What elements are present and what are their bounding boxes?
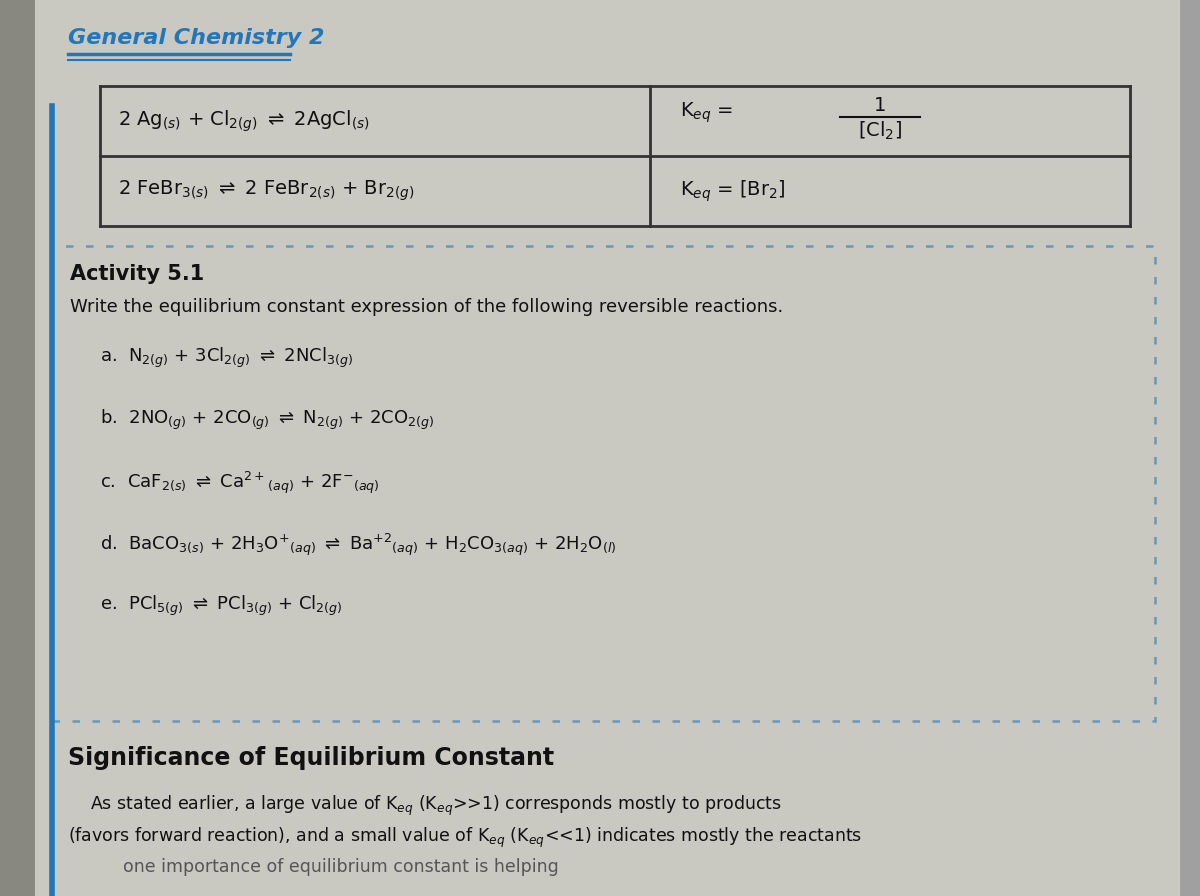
Text: a.  N$_{2(g)}$ + 3Cl$_{2(g)}$ $\rightleftharpoons$ 2NCl$_{3(g)}$: a. N$_{2(g)}$ + 3Cl$_{2(g)}$ $\rightleft…	[100, 346, 353, 370]
Text: (favors forward reaction), and a small value of K$_{eq}$ (K$_{eq}$<<1) indicates: (favors forward reaction), and a small v…	[68, 826, 862, 850]
Text: e.  PCl$_{5(g)}$ $\rightleftharpoons$ PCl$_{3(g)}$ + Cl$_{2(g)}$: e. PCl$_{5(g)}$ $\rightleftharpoons$ PCl…	[100, 594, 343, 618]
Text: 2 FeBr$_{3(s)}$ $\rightleftharpoons$ 2 FeBr$_{2(s)}$ + Br$_{2(g)}$: 2 FeBr$_{3(s)}$ $\rightleftharpoons$ 2 F…	[118, 178, 414, 203]
Text: K$_{eq}$ =: K$_{eq}$ =	[680, 100, 733, 125]
Text: Write the equilibrium constant expression of the following reversible reactions.: Write the equilibrium constant expressio…	[70, 298, 784, 316]
Text: d.  BaCO$_{3(s)}$ + 2H$_3$O$^{+}$$_{(aq)}$ $\rightleftharpoons$ Ba$^{+2}$$_{(aq): d. BaCO$_{3(s)}$ + 2H$_3$O$^{+}$$_{(aq)}…	[100, 532, 617, 558]
Text: b.  2NO$_{(g)}$ + 2CO$_{(g)}$ $\rightleftharpoons$ N$_{2(g)}$ + 2CO$_{2(g)}$: b. 2NO$_{(g)}$ + 2CO$_{(g)}$ $\rightleft…	[100, 408, 434, 432]
Text: Activity 5.1: Activity 5.1	[70, 264, 204, 284]
Bar	[0, 0, 35, 896]
Text: c.  CaF$_{2(s)}$ $\rightleftharpoons$ Ca$^{2+}$$_{(aq)}$ + 2F$^{-}$$_{(aq)}$: c. CaF$_{2(s)}$ $\rightleftharpoons$ Ca$…	[100, 470, 380, 496]
Bar	[100, 86, 1130, 226]
Text: General Chemistry 2: General Chemistry 2	[68, 28, 324, 48]
Text: Significance of Equilibrium Constant: Significance of Equilibrium Constant	[68, 746, 554, 770]
Text: 1: 1	[874, 96, 886, 115]
Bar	[52, 246, 1154, 721]
Text: [Cl$_2$]: [Cl$_2$]	[858, 120, 902, 142]
Text: K$_{eq}$ = [Br$_2$]: K$_{eq}$ = [Br$_2$]	[680, 178, 786, 203]
Text: 2 Ag$_{(s)}$ + Cl$_{2(g)}$ $\rightleftharpoons$ 2AgCl$_{(s)}$: 2 Ag$_{(s)}$ + Cl$_{2(g)}$ $\rightleftha…	[118, 108, 370, 134]
Text: As stated earlier, a large value of K$_{eq}$ (K$_{eq}$>>1) corresponds mostly to: As stated earlier, a large value of K$_{…	[68, 794, 781, 818]
Text: one importance of equilibrium constant is helping: one importance of equilibrium constant i…	[68, 858, 559, 876]
